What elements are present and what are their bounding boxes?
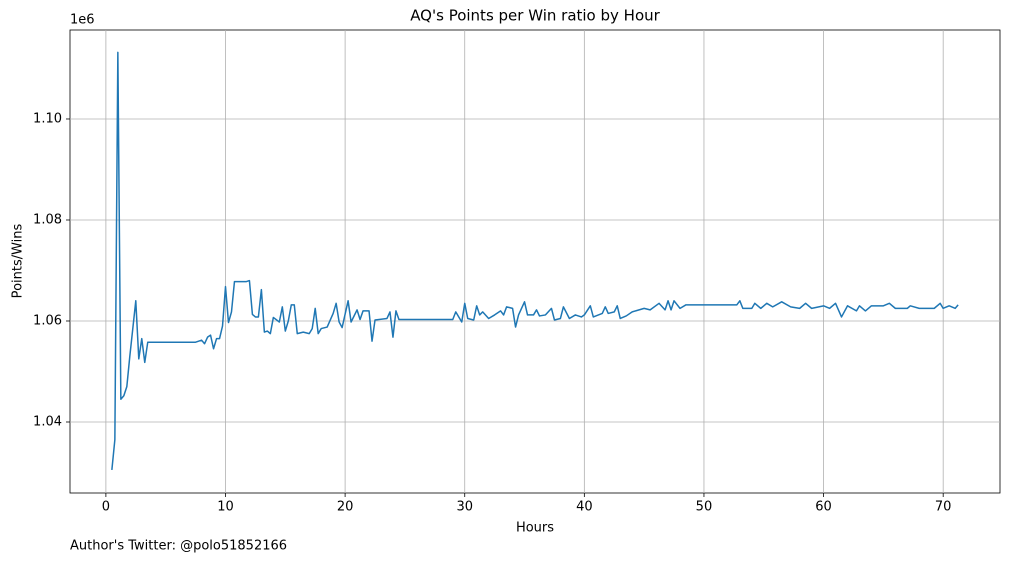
x-tick-label: 0 [102, 500, 110, 515]
x-tick-label: 70 [935, 500, 952, 515]
x-tick-label: 60 [815, 500, 832, 515]
data-line [111, 51, 959, 471]
y-tick-label: 1.10 [33, 111, 62, 126]
y-tick-label: 1.08 [33, 212, 62, 227]
x-tick-label: 40 [576, 500, 593, 515]
x-tick-label: 20 [337, 500, 354, 515]
y-axis-label: Points/Wins [11, 223, 26, 298]
plot-frame [69, 29, 1001, 494]
y-tick-label: 1.06 [33, 313, 62, 328]
x-tick-label: 10 [217, 500, 234, 515]
y-offset-text: 1e6 [70, 13, 95, 28]
y-tick-label: 1.04 [33, 414, 62, 429]
x-tick-label: 30 [456, 500, 473, 515]
x-tick-label: 50 [696, 500, 713, 515]
footnote: Author's Twitter: @polo51852166 [70, 539, 287, 554]
chart-title: AQ's Points per Win ratio by Hour [410, 7, 660, 25]
x-axis-label: Hours [516, 521, 554, 536]
